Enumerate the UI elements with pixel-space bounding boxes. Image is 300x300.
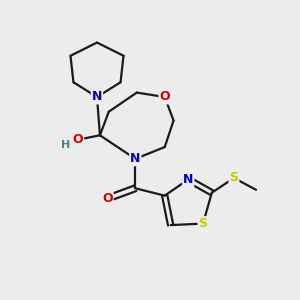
Text: O: O bbox=[159, 91, 170, 103]
Text: S: S bbox=[230, 172, 238, 184]
Text: O: O bbox=[102, 192, 112, 205]
Text: N: N bbox=[92, 91, 102, 103]
Text: H: H bbox=[61, 140, 70, 150]
Text: O: O bbox=[73, 133, 83, 146]
Text: N: N bbox=[130, 152, 140, 165]
Text: S: S bbox=[199, 217, 208, 230]
Text: N: N bbox=[183, 173, 194, 186]
